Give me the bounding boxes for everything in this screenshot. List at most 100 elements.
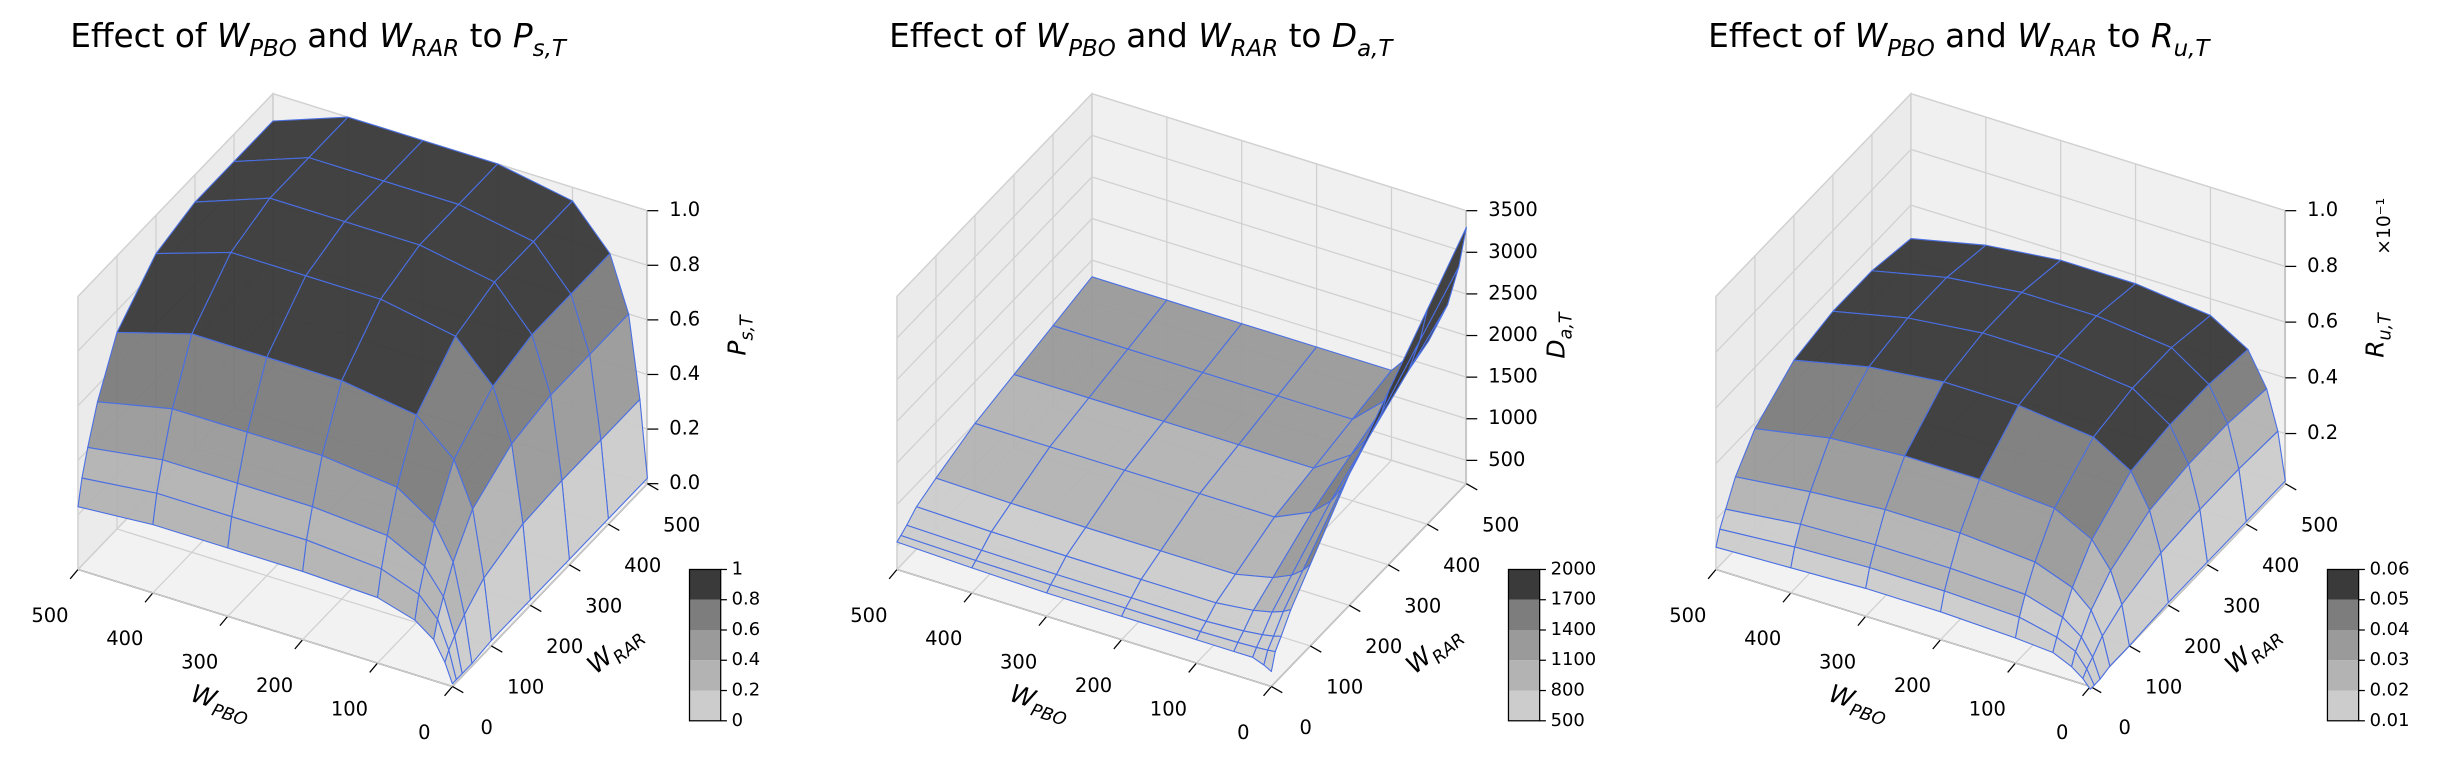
x-tick-mark xyxy=(1707,569,1717,580)
x-tick-label: 100 xyxy=(331,697,368,720)
surface-face xyxy=(444,649,457,685)
x-tick-mark xyxy=(963,592,973,603)
y-axis-label: WRAR xyxy=(581,618,650,684)
grid-line xyxy=(1091,176,1467,295)
grid-line xyxy=(1715,93,1912,297)
x-axis-label-subscript: PBO xyxy=(209,700,250,730)
chart-title-subscript: u,T xyxy=(2174,36,2212,62)
colorbar-band xyxy=(689,569,721,600)
colorbar-tick-label: 0.04 xyxy=(2370,619,2410,640)
x-tick-mark xyxy=(2007,662,2016,673)
x-tick-label: 300 xyxy=(181,651,218,674)
x-tick-mark xyxy=(219,615,229,627)
colorbar-frame xyxy=(688,568,722,722)
chart-title: Effect of WPBO and WRAR to Ru,T xyxy=(1708,17,2211,62)
chart-title-subscript: s,T xyxy=(533,36,568,62)
colorbar-band xyxy=(2327,660,2359,691)
colorbar-band xyxy=(689,599,721,630)
z-axis-label-subscript: a,T xyxy=(1557,311,1577,339)
x-tick-label: 0 xyxy=(418,721,430,744)
y-axis-label-part: W xyxy=(581,641,620,680)
grid-line xyxy=(1910,148,2286,267)
z-axis-label: Ru,T xyxy=(2361,312,2396,358)
x-tick-label: 200 xyxy=(256,674,293,697)
colorbar-band xyxy=(689,690,721,721)
x-tick-mark xyxy=(1038,615,1048,627)
y-tick-label: 200 xyxy=(1365,635,1402,658)
chart-title-part: to xyxy=(459,17,513,55)
chart-title-subscript: a,T xyxy=(1357,36,1394,62)
y-axis-label-part: W xyxy=(1400,641,1439,680)
chart-title-part: Effect of xyxy=(70,17,217,55)
y-tick-label: 0 xyxy=(2118,716,2130,739)
x-tick-mark xyxy=(888,569,898,580)
grid-line xyxy=(1715,204,1912,409)
y-tick-mark xyxy=(569,564,581,572)
x-tick-mark xyxy=(69,569,79,580)
z-tick-label: 0.0 xyxy=(669,471,700,494)
y-tick-label: 400 xyxy=(1443,554,1480,577)
grid-line xyxy=(1910,204,2286,323)
y-tick-mark xyxy=(608,523,620,532)
z-tick-label: 1000 xyxy=(1488,406,1538,429)
chart-title-subscript: PBO xyxy=(1887,36,1935,62)
colorbar-tick-label: 0.03 xyxy=(2370,649,2410,670)
grid-line xyxy=(896,176,1093,381)
chart-title-part: and xyxy=(1116,17,1198,55)
colorbar-band xyxy=(1508,690,1540,721)
grid-line xyxy=(1910,93,2286,212)
grid-line xyxy=(77,568,453,688)
y-tick-mark xyxy=(2129,645,2141,653)
z-axis-label: Da,T xyxy=(1542,311,1577,358)
chart-title-subscript: PBO xyxy=(249,36,297,62)
colorbar-frame xyxy=(1507,568,1541,722)
colorbar-tick-label: 2000 xyxy=(1551,558,1597,579)
z-tick-label: 1.0 xyxy=(2307,198,2338,221)
x-tick-mark xyxy=(294,639,304,650)
chart-title: Effect of WPBO and WRAR to Ps,T xyxy=(70,17,568,62)
grid-line xyxy=(1715,148,1912,353)
colorbar-tick-label: 0.8 xyxy=(732,589,761,610)
grid-line xyxy=(896,134,1093,339)
colorbar-tick-label: 800 xyxy=(1551,680,1585,701)
x-axis-label-subscript: PBO xyxy=(1028,700,1069,730)
chart-title-part: to xyxy=(2097,17,2151,55)
x-tick-mark xyxy=(369,662,378,673)
y-tick-label: 200 xyxy=(2184,635,2221,658)
grid-line xyxy=(896,93,1093,297)
surface-face xyxy=(2082,668,2095,690)
x-tick-mark xyxy=(1932,639,1942,650)
colorbar-tick-label: 500 xyxy=(1551,710,1585,731)
colorbar-tick-label: 1100 xyxy=(1551,649,1597,670)
chart-title-part: W xyxy=(379,17,413,55)
y-tick-label: 0 xyxy=(481,716,493,739)
y-tick-mark xyxy=(1427,523,1439,532)
x-tick-mark xyxy=(1857,615,1867,627)
colorbar-tick-label: 0.2 xyxy=(732,680,761,701)
z-tick-label: 0.8 xyxy=(669,253,700,276)
colorbar-tick-label: 1400 xyxy=(1551,619,1597,640)
colorbar-band xyxy=(1508,599,1540,630)
z-tick-label: 0.4 xyxy=(2307,365,2338,388)
colorbar-band xyxy=(1508,569,1540,600)
x-tick-label: 300 xyxy=(1000,651,1037,674)
x-tick-label: 100 xyxy=(1150,697,1187,720)
y-tick-label: 100 xyxy=(1326,676,1363,699)
x-axis-label: WPBO xyxy=(186,679,255,731)
z-tick-label: 0.8 xyxy=(2307,254,2338,277)
z-tick-label: 0.6 xyxy=(2307,310,2338,333)
z-axis-label-part: R xyxy=(2361,340,2390,357)
chart-title-subscript: RAR xyxy=(1231,36,1279,62)
colorbar-tick-label: 0.01 xyxy=(2370,710,2410,731)
chart-title-subscript: RAR xyxy=(2050,36,2098,62)
chart-title-part: P xyxy=(513,17,533,55)
x-axis-label-subscript: PBO xyxy=(1847,700,1888,730)
x-tick-mark xyxy=(1188,662,1197,673)
offset-text: ×10⁻¹ xyxy=(2374,198,2395,255)
x-tick-label: 200 xyxy=(1894,674,1931,697)
colorbar-band xyxy=(1508,660,1540,691)
z-axis-label-part: P xyxy=(723,341,752,356)
z-axis-label-part: D xyxy=(1542,339,1571,358)
z-tick-label: 1500 xyxy=(1488,365,1538,388)
z-tick-label: 3500 xyxy=(1488,198,1538,221)
